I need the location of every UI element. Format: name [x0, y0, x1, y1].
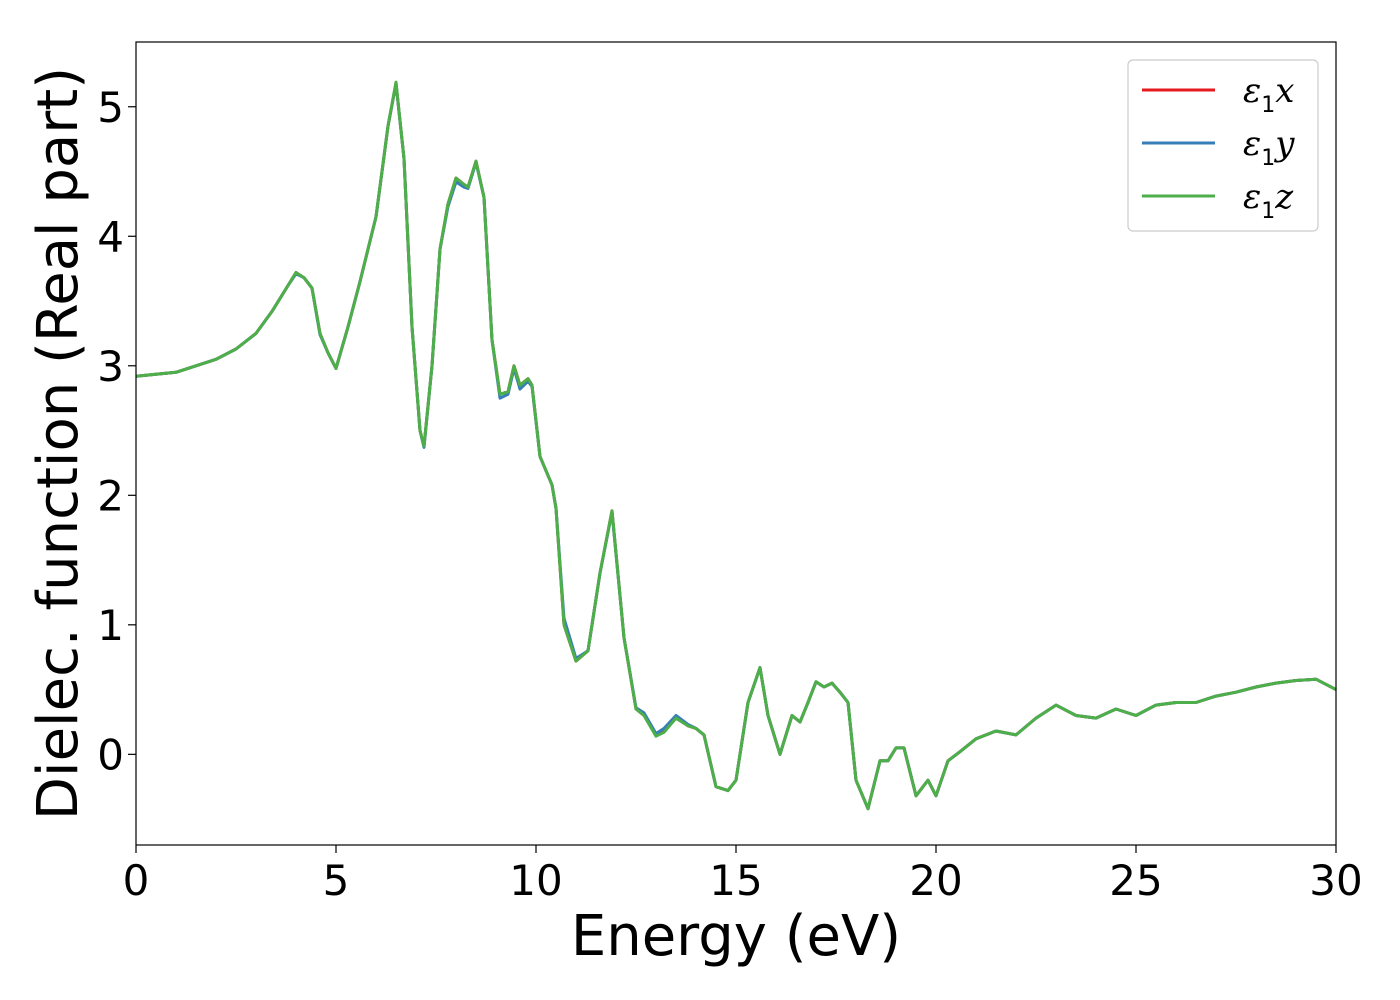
legend-label-component: y	[1273, 124, 1295, 164]
y-tick-label: 2	[97, 471, 124, 520]
y-tick-label: 3	[97, 342, 124, 391]
series-layer	[135, 80, 1337, 811]
legend-label-component: z	[1274, 177, 1294, 217]
y-tick-label: 5	[97, 83, 124, 132]
x-tick-label: 10	[509, 856, 562, 905]
x-tick-label: 5	[323, 856, 350, 905]
x-tick-label: 25	[1109, 856, 1162, 905]
series-line-3	[135, 80, 1337, 811]
y-tick-label: 0	[97, 730, 124, 779]
x-tick-label: 0	[123, 856, 150, 905]
y-axis: 0 1 2 3 4 5	[97, 83, 136, 779]
plot-frame	[135, 41, 1337, 846]
x-tick-label: 30	[1309, 856, 1362, 905]
legend-label-base: ε	[1243, 71, 1261, 111]
y-tick-label: 1	[97, 601, 124, 650]
legend-label-base: ε	[1243, 177, 1261, 217]
legend-label-subscript: 1	[1261, 199, 1275, 224]
legend-label-subscript: 1	[1261, 146, 1275, 171]
legend-label-base: ε	[1243, 124, 1261, 164]
legend-label: ε1x	[1243, 71, 1294, 118]
x-axis-label: Energy (eV)	[571, 904, 901, 969]
legend-label-component: x	[1275, 71, 1294, 111]
x-axis: 0 5 10 15 20 25 30	[123, 845, 1363, 905]
x-tick-label: 20	[909, 856, 962, 905]
y-axis-label: Dielec. function (Real part)	[26, 67, 91, 820]
legend-label: ε1y	[1243, 124, 1295, 171]
legend-frame	[1127, 59, 1319, 232]
x-tick-label: 15	[709, 856, 762, 905]
legend-label: ε1z	[1243, 177, 1294, 224]
legend-label-subscript: 1	[1261, 93, 1275, 118]
y-tick-label: 4	[97, 212, 124, 261]
